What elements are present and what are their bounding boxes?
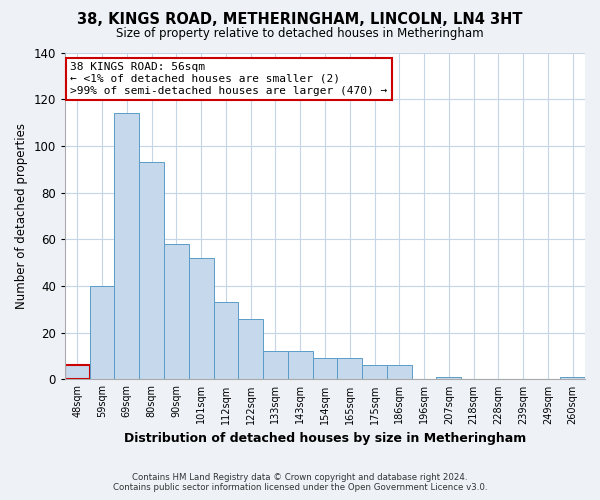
Bar [560,377,585,380]
Bar [164,244,189,380]
Bar [313,358,337,380]
Bar [387,366,412,380]
Bar [288,352,313,380]
Bar [263,352,288,380]
Bar [115,113,139,380]
Text: 38 KINGS ROAD: 56sqm
← <1% of detached houses are smaller (2)
>99% of semi-detac: 38 KINGS ROAD: 56sqm ← <1% of detached h… [70,62,388,96]
Text: 38, KINGS ROAD, METHERINGHAM, LINCOLN, LN4 3HT: 38, KINGS ROAD, METHERINGHAM, LINCOLN, L… [77,12,523,28]
Y-axis label: Number of detached properties: Number of detached properties [15,123,28,309]
Text: Size of property relative to detached houses in Metheringham: Size of property relative to detached ho… [116,28,484,40]
Bar [90,286,115,380]
Bar [238,318,263,380]
Bar [337,358,362,380]
X-axis label: Distribution of detached houses by size in Metheringham: Distribution of detached houses by size … [124,432,526,445]
Text: Contains HM Land Registry data © Crown copyright and database right 2024.
Contai: Contains HM Land Registry data © Crown c… [113,473,487,492]
Bar [362,366,387,380]
Bar [214,302,238,380]
Bar [189,258,214,380]
Bar [139,162,164,380]
Bar [436,377,461,380]
Bar [65,366,90,380]
